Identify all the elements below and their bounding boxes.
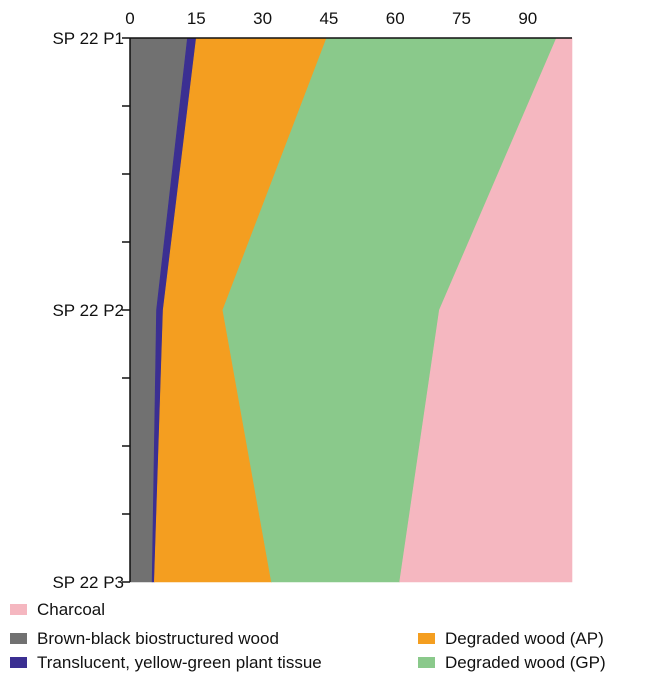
legend-item-degraded-ap: Degraded wood (AP) [418, 629, 604, 649]
x-tick-label: 0 [125, 9, 134, 28]
sample-label: SP 22 P2 [52, 301, 124, 320]
degraded-ap-swatch [418, 633, 435, 644]
sample-label: SP 22 P1 [52, 29, 124, 48]
area-layers [129, 37, 573, 583]
x-tick-label: 15 [187, 9, 206, 28]
x-tick-label: 45 [319, 9, 338, 28]
legend-item-degraded-gp: Degraded wood (GP) [418, 653, 606, 673]
translucent-swatch [10, 657, 27, 668]
brown-black-swatch [10, 633, 27, 644]
legend-item-translucent-tissue: Translucent, yellow-green plant tissue [10, 653, 322, 673]
stacked-area-chart: 0 15 30 45 60 75 90 SP 22 P1 SP 22 P2 SP 22 P3 [52, 9, 573, 592]
legend-label-degraded-gp: Degraded wood (GP) [445, 653, 606, 672]
sample-label: SP 22 P3 [52, 573, 124, 592]
x-tick-label: 90 [518, 9, 537, 28]
legend-label-brown-black-wood: Brown-black biostructured wood [37, 629, 279, 648]
legend-item-charcoal: Charcoal [10, 600, 105, 620]
legend-label-degraded-ap: Degraded wood (AP) [445, 629, 604, 648]
x-tick-labels: 0 15 30 45 60 75 90 [125, 9, 537, 28]
x-tick-label: 30 [253, 9, 272, 28]
legend-label-translucent-tissue: Translucent, yellow-green plant tissue [37, 653, 322, 672]
charcoal-swatch [10, 604, 27, 615]
x-tick-label: 60 [386, 9, 405, 28]
legend-label-charcoal: Charcoal [37, 600, 106, 619]
degraded-gp-swatch [418, 657, 435, 668]
axes [122, 37, 572, 583]
x-tick-label: 75 [452, 9, 471, 28]
legend-item-brown-black-wood: Brown-black biostructured wood [10, 629, 279, 649]
sample-labels: SP 22 P1 SP 22 P2 SP 22 P3 [52, 29, 124, 592]
